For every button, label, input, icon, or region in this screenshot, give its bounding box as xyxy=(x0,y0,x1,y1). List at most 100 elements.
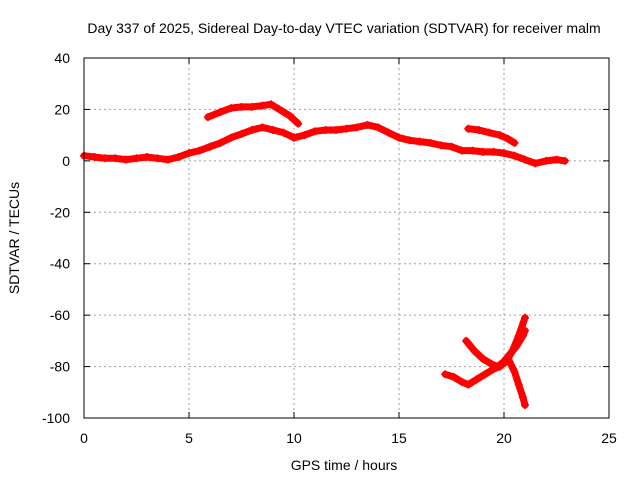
data-point xyxy=(458,146,466,155)
data-point xyxy=(275,105,284,114)
data-point xyxy=(512,342,521,350)
data-point xyxy=(405,136,414,145)
data-point xyxy=(132,154,141,163)
series-lower-branch-3 xyxy=(504,354,529,410)
series-band xyxy=(462,327,529,371)
x-axis-label: GPS time / hours xyxy=(291,457,398,473)
x-tick-label: 5 xyxy=(185,430,193,446)
data-point xyxy=(353,123,361,132)
y-tick-label: 40 xyxy=(54,50,70,66)
data-point xyxy=(258,123,267,132)
data-point xyxy=(426,138,435,147)
data-point xyxy=(468,146,477,155)
data-point xyxy=(464,380,473,389)
data-point xyxy=(227,133,235,142)
data-point xyxy=(514,380,523,389)
data-point xyxy=(237,129,246,138)
data-point xyxy=(227,104,235,113)
grid xyxy=(84,58,609,418)
data-point xyxy=(447,142,456,151)
data-point xyxy=(485,128,494,137)
data-point xyxy=(237,102,246,111)
data-point xyxy=(437,141,445,150)
data-point xyxy=(294,119,303,128)
data-point xyxy=(174,153,183,161)
data-point xyxy=(285,111,294,120)
data-point xyxy=(342,124,351,133)
data-point xyxy=(321,126,330,134)
series-main-trace xyxy=(80,120,569,168)
data-point xyxy=(449,372,458,381)
data-point xyxy=(521,326,529,335)
data-point xyxy=(479,147,487,156)
data-point xyxy=(504,354,513,363)
data-point xyxy=(464,124,473,133)
data-point xyxy=(510,138,519,147)
data-point xyxy=(416,137,424,146)
y-tick-label: -40 xyxy=(50,256,70,272)
data-point xyxy=(216,138,225,147)
data-point xyxy=(111,154,120,163)
data-point xyxy=(521,313,529,322)
data-point xyxy=(164,155,172,164)
data-point xyxy=(518,393,527,402)
data-point xyxy=(500,149,508,158)
data-point xyxy=(510,367,519,376)
series-upper-branch-2 xyxy=(464,124,519,147)
data-point xyxy=(332,126,340,134)
data-point xyxy=(542,156,550,165)
chart-title: Day 337 of 2025, Sidereal Day-to-day VTE… xyxy=(87,20,600,36)
data-point xyxy=(195,146,204,155)
data-point xyxy=(470,347,479,356)
y-tick-label: 0 xyxy=(62,153,70,169)
data-point xyxy=(363,120,372,129)
data-point xyxy=(300,131,309,140)
y-tick-label: 20 xyxy=(54,101,70,117)
data-point xyxy=(266,100,275,109)
data-point xyxy=(472,375,481,384)
data-point xyxy=(279,128,288,137)
axis-ticks: 0 5 10 15 20 25 40 20 0 -20 -40 -60 -80 -100 xyxy=(42,50,617,446)
data-point xyxy=(458,378,466,386)
data-point xyxy=(185,149,193,158)
y-tick-label: -60 xyxy=(50,307,70,323)
data-point xyxy=(441,370,450,379)
data-point xyxy=(122,155,130,164)
data-series xyxy=(80,100,569,410)
data-point xyxy=(479,354,487,363)
data-point xyxy=(248,126,256,134)
data-point xyxy=(510,151,519,160)
series-lower-branch-2 xyxy=(462,326,529,371)
data-point xyxy=(206,142,214,151)
data-point xyxy=(495,131,504,140)
data-point xyxy=(311,127,319,136)
data-point xyxy=(560,156,569,165)
x-tick-label: 0 xyxy=(80,430,88,446)
series-upper-branch-1 xyxy=(203,100,303,128)
data-point xyxy=(481,370,490,379)
data-point xyxy=(290,133,298,142)
data-point xyxy=(153,154,162,163)
y-tick-label: -80 xyxy=(50,359,70,375)
data-point xyxy=(493,362,502,371)
x-tick-label: 15 xyxy=(391,430,407,446)
series-band xyxy=(204,100,302,128)
data-point xyxy=(487,360,496,368)
data-point xyxy=(521,401,529,410)
data-point xyxy=(90,153,99,161)
x-tick-label: 10 xyxy=(286,430,302,446)
data-point xyxy=(384,128,393,137)
data-point xyxy=(552,155,561,164)
data-point xyxy=(203,113,212,122)
y-tick-label: -100 xyxy=(42,410,70,426)
y-tick-label: -20 xyxy=(50,204,70,220)
x-tick-label: 25 xyxy=(601,430,617,446)
data-point xyxy=(531,159,540,168)
x-tick-label: 20 xyxy=(496,430,512,446)
data-point xyxy=(521,155,529,164)
data-point xyxy=(269,126,277,134)
data-point xyxy=(216,108,225,116)
data-point xyxy=(395,133,403,142)
data-point xyxy=(374,123,382,132)
